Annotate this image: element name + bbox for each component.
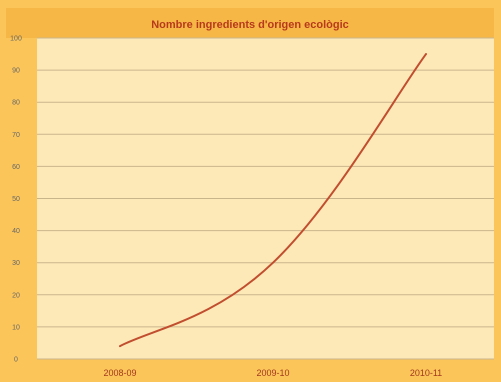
y-tick-label: 0 xyxy=(14,357,18,364)
y-tick-label: 30 xyxy=(12,260,20,267)
data-point xyxy=(425,53,427,55)
y-tick-label: 90 xyxy=(12,68,20,75)
gridlines xyxy=(37,37,494,360)
data-point xyxy=(272,261,274,264)
x-tick-label: 2008-09 xyxy=(103,368,136,378)
y-tick-label: 70 xyxy=(12,132,20,139)
y-tick-label: 40 xyxy=(12,228,20,235)
series-group xyxy=(119,53,427,348)
series-line xyxy=(119,53,427,348)
y-tick-label: 20 xyxy=(12,292,20,299)
y-tick-label: 60 xyxy=(12,164,20,171)
y-tick-label: 80 xyxy=(12,100,20,107)
title-band xyxy=(6,8,494,38)
x-axis: 2008-09 2009-10 2010-11 xyxy=(103,368,442,378)
data-point xyxy=(119,345,121,347)
x-tick-label: 2009-10 xyxy=(256,368,289,378)
y-tick-label: 50 xyxy=(12,196,20,203)
y-tick-label: 10 xyxy=(12,324,20,331)
x-tick-label: 2010-11 xyxy=(410,368,442,378)
y-tick-label: 100 xyxy=(10,36,22,43)
y-axis: 0 10 20 30 40 50 60 70 80 90 100 xyxy=(10,36,22,364)
chart-title: Nombre ingredients d'origen ecològic xyxy=(151,19,349,31)
